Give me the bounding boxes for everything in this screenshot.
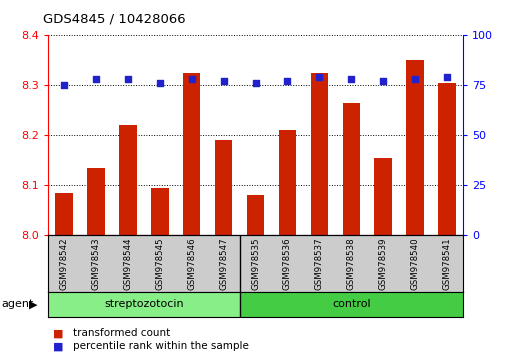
Text: GDS4845 / 10428066: GDS4845 / 10428066 [43,12,185,25]
Bar [342,103,360,235]
Bar [437,83,455,235]
Bar [374,158,391,235]
Bar [278,130,295,235]
Point [251,81,259,86]
Text: transformed count: transformed count [73,329,170,338]
Text: ■: ■ [53,341,64,351]
Text: GSM978543: GSM978543 [91,237,100,290]
Text: GSM978538: GSM978538 [346,237,355,290]
Bar [215,141,232,235]
Text: streptozotocin: streptozotocin [104,299,183,309]
Text: GSM978545: GSM978545 [155,237,164,290]
Bar [310,73,328,235]
Bar [246,195,264,235]
Text: ▶: ▶ [29,299,38,309]
Point [156,81,164,86]
Bar [239,292,462,317]
Text: ■: ■ [53,329,64,338]
Bar [87,168,105,235]
Text: percentile rank within the sample: percentile rank within the sample [73,341,249,351]
Text: GSM978539: GSM978539 [378,237,387,290]
Point [410,76,418,82]
Point [60,82,68,88]
Text: GSM978537: GSM978537 [314,237,323,290]
Point [442,75,450,80]
Bar [183,73,200,235]
Bar [48,292,239,317]
Text: GSM978541: GSM978541 [442,237,450,290]
Bar [119,125,136,235]
Text: GSM978535: GSM978535 [250,237,260,290]
Point [346,76,355,82]
Text: GSM978546: GSM978546 [187,237,196,290]
Bar [150,188,168,235]
Text: GSM978540: GSM978540 [410,237,419,290]
Point [124,76,132,82]
Point [283,79,291,84]
Point [315,75,323,80]
Point [378,79,386,84]
Text: control: control [331,299,370,309]
Text: GSM978544: GSM978544 [123,237,132,290]
Text: GSM978547: GSM978547 [219,237,228,290]
Point [187,76,195,82]
Text: agent: agent [1,299,33,309]
Bar [406,61,423,235]
Point [219,79,227,84]
Text: GSM978536: GSM978536 [282,237,291,290]
Point [92,76,100,82]
Bar [55,193,73,235]
Text: GSM978542: GSM978542 [60,237,68,290]
